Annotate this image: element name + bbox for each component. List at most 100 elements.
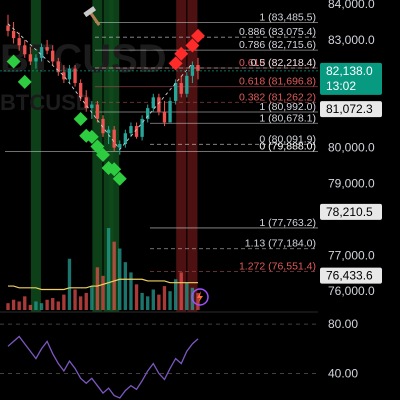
volume-bar	[6, 303, 10, 310]
volume-bar	[95, 267, 100, 310]
fib-level-label: 0.382 (81,262.2)	[239, 91, 316, 103]
fib-level-label: 0 (80,091.9)	[259, 133, 316, 145]
rsi-tick-label: 40.00	[328, 366, 358, 380]
candle-body	[157, 97, 161, 112]
alert-circle	[191, 288, 209, 306]
level-badge-label: 76,433.6	[326, 269, 373, 283]
price-axis-background	[318, 0, 400, 400]
alert-bolt-icon	[191, 288, 209, 306]
candle-body	[134, 126, 139, 137]
volume-bar	[34, 301, 38, 310]
volume-bar	[62, 294, 66, 310]
candle-body	[6, 25, 10, 31]
volume-bar	[51, 298, 55, 310]
candle-body	[11, 30, 16, 39]
candle-body	[84, 97, 88, 109]
candle-body	[179, 82, 183, 94]
candle-body	[123, 133, 128, 145]
rsi-line	[7, 335, 199, 399]
volume-bar	[112, 241, 116, 310]
hammer-head	[83, 6, 97, 18]
buy-signal-marker	[84, 129, 99, 144]
candle-body	[62, 72, 66, 80]
fib-level-label: 1 (77,763.2)	[259, 217, 316, 229]
buy-signal-marker	[17, 74, 32, 89]
volume-bar	[146, 296, 150, 310]
volume-bar	[56, 301, 60, 310]
level-badge	[320, 203, 382, 220]
level-badge	[320, 267, 382, 284]
hammer-icon	[83, 6, 101, 26]
level-badge	[320, 101, 382, 118]
volume-bar	[78, 296, 83, 310]
buy-signal-marker	[73, 111, 88, 126]
fib-level-label: 0.618 (82,218.4)	[239, 57, 316, 69]
candle-body	[73, 68, 77, 83]
zigzag-line	[7, 23, 193, 151]
volume-bar	[185, 282, 189, 310]
price-tick-label: 83,000.0	[328, 33, 375, 47]
countdown-label: 13:02	[326, 79, 356, 93]
volume-bar	[151, 289, 155, 310]
fib-levels: 1 (83,485.5) 0.886 (83,075.4)0.786 (82,71…	[5, 11, 318, 272]
sell-signal-marker	[185, 38, 200, 53]
volume-bar	[196, 292, 200, 310]
sell-signal-marker	[191, 28, 205, 43]
current-price-badge	[320, 62, 382, 95]
price-tick-label: 79,000.0	[328, 177, 375, 191]
highlight-column	[30, 0, 41, 312]
candle-body	[140, 118, 144, 137]
candle-body	[78, 82, 83, 98]
candle-body	[90, 104, 94, 109]
buy-signal-marker	[112, 171, 127, 186]
candle-body	[151, 97, 155, 109]
candle-body	[118, 144, 122, 148]
volume-bar	[73, 289, 77, 310]
rsi-tick-label: 80.00	[328, 317, 358, 331]
fib-level-label: 1.13 (77,184.0)	[245, 238, 316, 250]
volume-bar	[84, 292, 88, 310]
candle-body	[129, 126, 133, 134]
buy-signal-marker	[6, 54, 21, 69]
candle-body	[23, 45, 27, 55]
highlight-column	[109, 0, 120, 312]
fib-level-label: 0.618 (81,696.8)	[239, 76, 316, 88]
volume-bar	[28, 304, 33, 310]
candle-body	[101, 118, 105, 134]
fib-level-label: 0.786 (82,715.6)	[239, 39, 316, 51]
volume-bar	[157, 294, 161, 310]
volume-bar	[11, 299, 16, 310]
price-candles	[6, 14, 200, 155]
highlight-column	[187, 0, 198, 312]
volume-bar	[162, 286, 167, 310]
volume-bar	[123, 262, 128, 310]
highlight-column	[176, 0, 187, 312]
hammer-handle	[88, 11, 101, 26]
price-tick-label: 77,000.0	[328, 248, 375, 262]
candle-body	[173, 82, 178, 101]
volume-ma-line	[8, 278, 198, 291]
price-tick-label: 76,000.0	[328, 284, 375, 298]
candle-body	[28, 54, 33, 62]
candle-body	[168, 100, 172, 123]
volume-bar	[39, 303, 44, 310]
price-tick-label: 84,000.0	[328, 0, 375, 11]
symbol-watermark: BTCUSD BTCUSD	[0, 37, 167, 115]
volume-bar	[90, 286, 94, 310]
candle-body	[17, 38, 21, 46]
level-badge-label: 78,210.5	[326, 205, 373, 219]
fib-level-label: 1 (83,485.5)	[259, 11, 316, 23]
volume-bar	[129, 272, 133, 310]
candle-body	[185, 75, 189, 94]
candle-body	[51, 50, 55, 62]
fib-level-label: 1.272 (76,551.4)	[239, 260, 316, 272]
signal-markers	[6, 28, 205, 186]
buy-signal-marker	[107, 162, 122, 177]
current-price-label: 82,138.0	[326, 64, 373, 78]
candle-body	[106, 129, 111, 134]
volume-bar	[45, 299, 49, 310]
buy-signal-marker	[96, 147, 110, 162]
candle-body	[95, 104, 100, 119]
